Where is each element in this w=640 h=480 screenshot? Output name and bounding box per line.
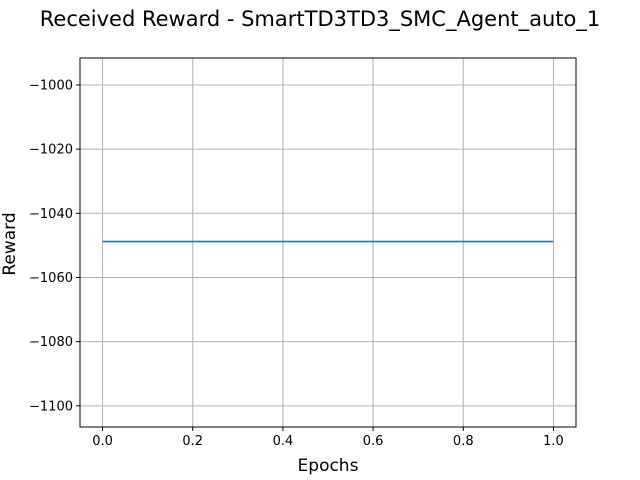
y-tick-label: −1060 bbox=[29, 271, 73, 286]
plot-area-frame bbox=[79, 57, 577, 428]
x-tick-label: 0.2 bbox=[182, 434, 203, 449]
ticks-layer: 0.0 0.2 0.4 0.6 0.8 1.0 −1000 −1020 −1040 −1060 −1… bbox=[29, 78, 564, 449]
grid-layer bbox=[80, 58, 576, 427]
y-tick-label: −1100 bbox=[29, 399, 73, 414]
x-tick-label: 1.0 bbox=[543, 434, 564, 449]
x-axis-label: Epochs bbox=[298, 456, 359, 476]
x-tick-label: 0.0 bbox=[92, 434, 113, 449]
y-tick-label: −1020 bbox=[29, 143, 73, 158]
x-tick-label: 0.6 bbox=[363, 434, 384, 449]
y-tick-label: −1000 bbox=[29, 78, 73, 93]
chart-title: Received Reward - SmartTD3TD3_SMC_Agent_… bbox=[40, 7, 601, 32]
x-tick-label: 0.8 bbox=[453, 434, 474, 449]
y-axis-label: Reward bbox=[0, 212, 20, 275]
y-tick-label: −1040 bbox=[29, 207, 73, 222]
x-tick-label: 0.4 bbox=[273, 434, 294, 449]
y-tick-label: −1080 bbox=[29, 335, 73, 350]
